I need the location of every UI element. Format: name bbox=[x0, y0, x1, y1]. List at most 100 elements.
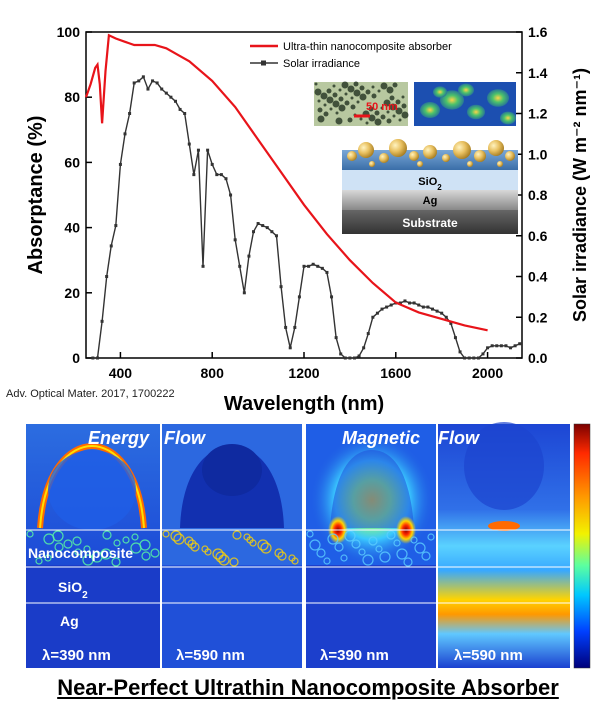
irradiance-point bbox=[100, 319, 104, 323]
gold-nanoparticle bbox=[409, 151, 419, 161]
right-tick-label: 0.8 bbox=[528, 187, 548, 203]
gold-nanoparticle bbox=[453, 141, 471, 159]
tem-particle bbox=[344, 100, 350, 106]
tem-particle bbox=[383, 99, 391, 107]
irradiance-point bbox=[146, 87, 150, 91]
gold-nanoparticle bbox=[488, 140, 504, 156]
right-tick-label: 0.6 bbox=[528, 228, 548, 244]
irradiance-point bbox=[495, 344, 499, 348]
tem-particle bbox=[332, 84, 336, 88]
irradiance-point bbox=[375, 311, 379, 315]
irradiance-point bbox=[316, 264, 320, 268]
nano-particle bbox=[414, 542, 426, 554]
nano-particle bbox=[358, 548, 366, 556]
right-tick-label: 1.0 bbox=[528, 146, 548, 162]
nano-particle bbox=[150, 548, 160, 558]
irradiance-point bbox=[421, 305, 425, 309]
irradiance-point bbox=[389, 303, 393, 307]
irradiance-point bbox=[311, 262, 315, 266]
tem-particle bbox=[323, 103, 327, 107]
layer-label-ag: Ag bbox=[60, 613, 79, 629]
gold-nanoparticle bbox=[417, 161, 423, 167]
tem-particle bbox=[326, 96, 334, 104]
irradiance-point bbox=[169, 95, 173, 99]
nano-particle bbox=[379, 551, 391, 563]
nano-particle bbox=[162, 530, 170, 538]
irradiance-point bbox=[95, 356, 99, 360]
gold-nanoparticle bbox=[423, 145, 437, 159]
inset-layer-schematic: SiO2 Ag Substrate bbox=[342, 139, 518, 234]
irradiance-point bbox=[330, 295, 334, 299]
irradiance-point bbox=[490, 344, 494, 348]
nano-particle bbox=[243, 533, 251, 541]
tem-particle bbox=[338, 96, 344, 102]
legend: Ultra-thin nanocomposite absorber Solar … bbox=[250, 41, 452, 70]
tem-particle bbox=[323, 111, 329, 117]
irradiance-point bbox=[160, 87, 164, 91]
nano-particle bbox=[72, 536, 82, 546]
left-axis-ticks: 0 20 40 60 80 100 bbox=[57, 24, 92, 366]
irradiance-point bbox=[151, 79, 155, 83]
irradiance-point bbox=[426, 305, 430, 309]
citation: Adv. Optical Mater. 2017, 1700222 bbox=[6, 388, 175, 400]
inset-layer-substrate: Substrate bbox=[402, 216, 458, 230]
nano-particle bbox=[403, 557, 413, 567]
nano-particle bbox=[316, 548, 326, 558]
map-header-magnetic: Magnetic bbox=[342, 428, 420, 448]
tem-particle bbox=[389, 95, 395, 101]
nano-particle bbox=[74, 548, 82, 556]
irradiance-point bbox=[233, 238, 237, 242]
afm-bump bbox=[458, 83, 474, 97]
nano-particle bbox=[215, 551, 227, 563]
nano-particle bbox=[54, 542, 64, 552]
tem-particle bbox=[347, 117, 353, 123]
gold-nanoparticle bbox=[505, 151, 515, 161]
irradiance-point bbox=[467, 356, 471, 360]
gold-nanoparticle bbox=[347, 151, 357, 161]
nano-particle bbox=[184, 536, 194, 546]
irradiance-point bbox=[91, 356, 95, 360]
irradiance-point bbox=[453, 336, 457, 340]
irradiance-point bbox=[164, 91, 168, 95]
left-tick-label: 0 bbox=[72, 350, 80, 366]
series-absorber bbox=[84, 33, 488, 332]
nano-particle bbox=[187, 539, 197, 549]
gold-nanoparticle bbox=[474, 150, 486, 162]
right-tick-label: 0.2 bbox=[528, 309, 548, 325]
nano-particle bbox=[375, 545, 383, 553]
irradiance-point bbox=[348, 356, 352, 360]
nano-particle bbox=[212, 548, 224, 560]
nano-particle bbox=[63, 539, 73, 549]
nano-particle bbox=[52, 530, 64, 542]
irradiance-point bbox=[325, 270, 329, 274]
gold-nanoparticle bbox=[442, 154, 450, 162]
nano-particle bbox=[260, 542, 272, 554]
nano-particle bbox=[274, 548, 284, 558]
irradiance-point bbox=[261, 224, 265, 228]
nano-particle bbox=[277, 551, 287, 561]
nano-particle bbox=[44, 554, 52, 562]
irradiance-point bbox=[215, 173, 219, 177]
irradiance-point bbox=[343, 356, 347, 360]
gold-nanoparticle bbox=[358, 142, 374, 158]
irradiance-point bbox=[229, 193, 233, 197]
tem-particle bbox=[317, 107, 323, 113]
tem-particle bbox=[353, 89, 361, 97]
nano-particle bbox=[327, 533, 339, 545]
irradiance-point bbox=[440, 311, 444, 315]
irradiance-point bbox=[293, 325, 297, 329]
afm-bump bbox=[487, 89, 509, 107]
tem-particle bbox=[401, 103, 407, 109]
irradiance-point bbox=[509, 346, 513, 350]
field-maps: Energy Flow Magnetic Flow Nanocomposite … bbox=[26, 422, 591, 669]
afm-bump bbox=[420, 102, 440, 118]
tem-particle bbox=[386, 118, 392, 124]
panel-label-2: λ=590 nm bbox=[176, 647, 245, 664]
tem-particle bbox=[326, 88, 332, 94]
irradiance-point bbox=[444, 315, 448, 319]
inset-layer-ag: Ag bbox=[423, 195, 438, 207]
tem-particle bbox=[320, 92, 328, 100]
irradiance-point bbox=[173, 99, 177, 103]
irradiance-point bbox=[141, 75, 145, 79]
